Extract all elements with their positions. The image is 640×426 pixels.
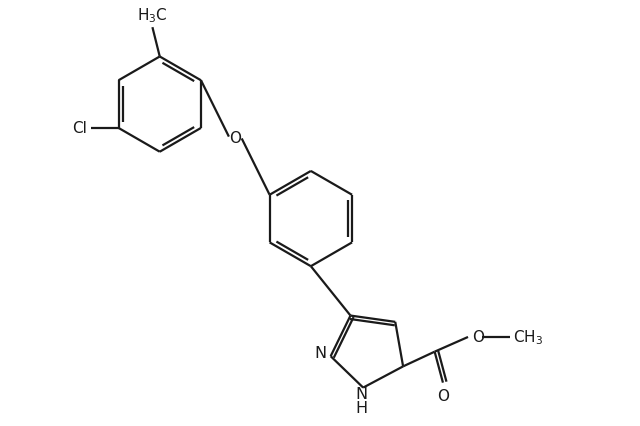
Text: CH$_3$: CH$_3$ xyxy=(513,328,543,346)
Text: O: O xyxy=(437,388,449,403)
Text: N: N xyxy=(355,386,367,401)
Text: Cl: Cl xyxy=(72,121,88,136)
Text: O: O xyxy=(229,131,241,146)
Text: H: H xyxy=(355,400,367,415)
Text: N: N xyxy=(314,345,326,360)
Text: O: O xyxy=(472,329,484,344)
Text: H$_3$C: H$_3$C xyxy=(137,6,168,24)
